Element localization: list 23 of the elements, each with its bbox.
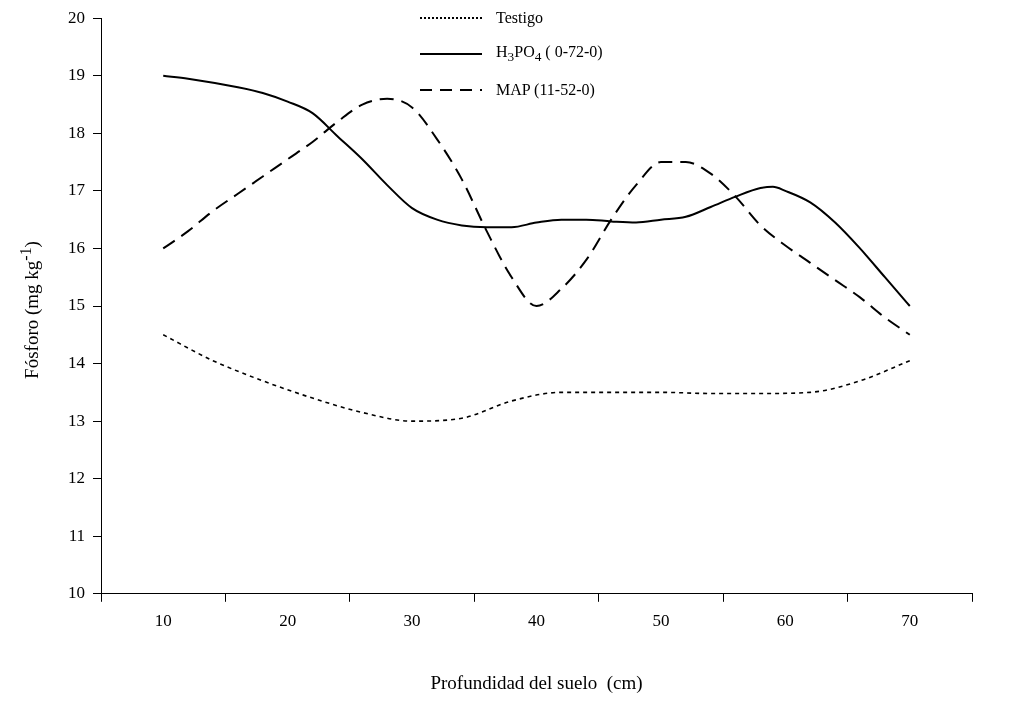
legend-label: MAP (11-52-0) [496,81,595,99]
legend-label: H$_{3}$PO$_{4}$ ( 0-72-0) [496,42,603,66]
legend-label: Testigo [496,9,543,27]
y-tick-label: 11 [68,525,85,545]
x-tick-label: 20 [279,611,297,631]
line-series [162,333,911,422]
y-tick-label: 17 [68,180,86,200]
y-tick-label: 20 [68,7,85,27]
y-tick-label: 13 [68,410,85,430]
y-tick-label: 16 [68,237,85,257]
x-tick-label: 70 [901,611,919,631]
x-tick-label: 10 [154,611,172,631]
y-tick-label: 14 [68,353,86,373]
y-tick-label: 15 [68,295,85,315]
y-tick-label: 10 [68,583,85,603]
x-tick-label: 30 [403,611,421,631]
y-tick-label: 12 [68,468,85,488]
x-axis-title: Profundidad del suelo (cm) [430,671,643,694]
x-tick-label: 50 [652,611,670,631]
x-tick-label: 60 [776,611,794,631]
y-tick-label: 19 [68,65,85,85]
x-tick-label: 40 [528,611,545,631]
y-tick-label: 18 [68,122,85,142]
